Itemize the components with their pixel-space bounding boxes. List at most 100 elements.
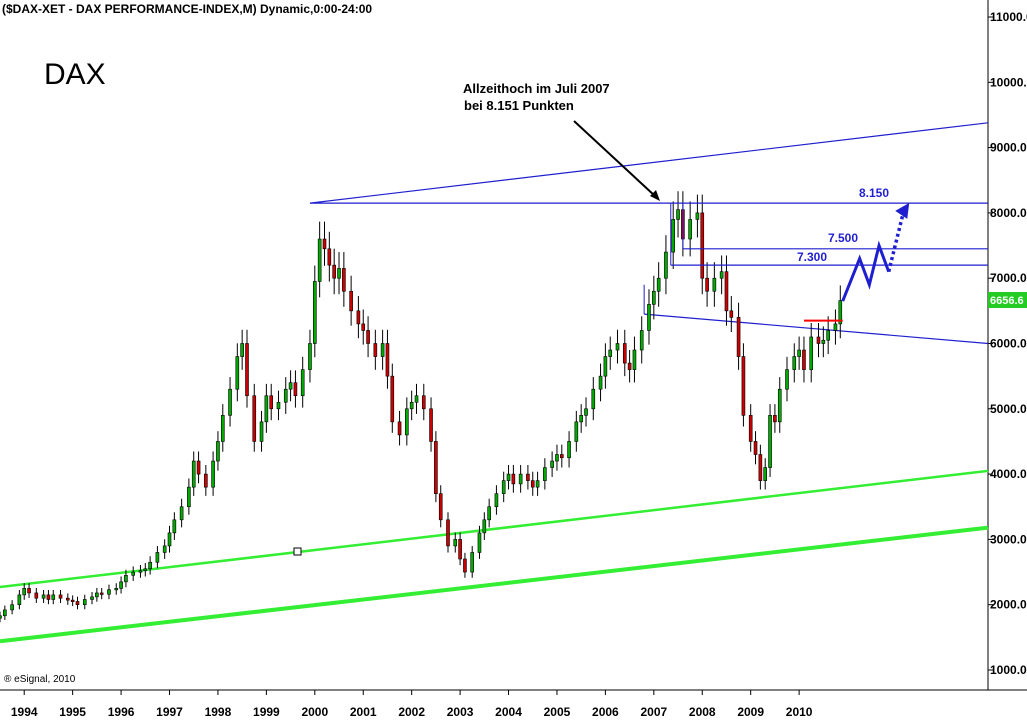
trend-lines [0, 122, 989, 644]
candle-body [797, 349, 801, 357]
candle-body [259, 421, 264, 442]
candle-body [763, 467, 768, 481]
x-axis-ticks: 1994 1995 1996 1997 1998 1999 2000 2001 2002 2003… [11, 690, 813, 719]
candle-body [240, 343, 244, 357]
candle-body [429, 408, 433, 442]
candle-body [409, 401, 414, 410]
chart-header: ($DAX-XET - DAX PERFORMANCE-INDEX,M) Dyn… [2, 2, 372, 16]
candle-body [487, 506, 491, 521]
candle-body [535, 480, 540, 488]
projection-arrow-head [895, 202, 910, 219]
candle-body [58, 594, 63, 599]
projection-dotted-arrow [887, 212, 905, 273]
candle-body [511, 473, 516, 485]
y-tick-label: 6000.00 [990, 337, 1027, 351]
candle-body [768, 415, 772, 468]
candle-body [187, 486, 191, 508]
candle-body [792, 356, 797, 370]
candle-body [438, 493, 443, 521]
level-label-7300: 7.300 [797, 250, 827, 264]
y-tick-label: 8000.00 [990, 206, 1027, 220]
candle-body [228, 388, 232, 416]
candle-body [82, 599, 87, 606]
candle-body [114, 588, 119, 591]
candle-body [22, 588, 27, 596]
candle-body [729, 310, 734, 318]
candle-body [736, 317, 741, 357]
candle-body [46, 594, 51, 600]
candle-body [95, 592, 99, 598]
x-tick-label: 2008 [689, 705, 716, 719]
y-tick-label: 2000.00 [990, 598, 1027, 612]
candle-body [526, 473, 530, 481]
candle-body [337, 268, 341, 279]
candle-body [269, 395, 274, 410]
candle-body [308, 343, 312, 370]
blue-trend-line [644, 313, 989, 345]
candle-body [753, 441, 758, 455]
candle-body [434, 441, 438, 494]
candle-body [317, 238, 322, 282]
candle-body [276, 401, 281, 410]
symbol-label: DAX [44, 58, 106, 91]
candle-body [719, 271, 724, 279]
candle-body [385, 343, 390, 377]
candles [0, 191, 843, 623]
y-tick-label: 9000.00 [990, 141, 1027, 155]
last-price-value: 6656.6 [990, 295, 1024, 307]
y-axis-ticks: 11000.00 10000.00 9000.00 8000.00 7000.00 600… [988, 10, 1027, 677]
candle-body [676, 209, 680, 220]
candle-body [748, 415, 753, 442]
candle-body [816, 336, 821, 344]
candle-body [773, 415, 777, 423]
candle-body [211, 460, 215, 488]
candle-body [591, 388, 596, 410]
candle-body [802, 349, 806, 370]
candle-body [809, 336, 814, 370]
candle-body [3, 609, 7, 617]
x-tick-label: 1995 [59, 705, 86, 719]
candle-body [349, 290, 353, 312]
y-tick-label: 1000.00 [990, 663, 1027, 677]
candle-body [688, 219, 692, 240]
candle-body [264, 395, 269, 423]
trendline-anchor-marker [293, 547, 302, 556]
candle-body [99, 592, 104, 595]
y-tick-label: 10000.00 [990, 75, 1027, 89]
candle-body [0, 615, 2, 619]
candle-body [216, 441, 220, 462]
candle-body [560, 454, 564, 459]
candle-body [501, 480, 506, 494]
candle-body [712, 277, 717, 292]
candle-body [191, 460, 196, 488]
x-tick-label: 1996 [108, 705, 135, 719]
candle-body [196, 460, 201, 475]
x-tick-label: 2005 [544, 705, 571, 719]
x-tick-label: 2001 [350, 705, 377, 719]
candle-body [622, 343, 627, 364]
candle-body [390, 375, 395, 423]
candle-body [584, 408, 588, 416]
candle-body [579, 415, 583, 423]
candle-body [470, 552, 475, 573]
candle-body [463, 558, 467, 573]
level-label-8150: 8.150 [859, 186, 889, 200]
candle-body [148, 561, 152, 570]
candle-body [124, 575, 128, 583]
candle-body [477, 532, 482, 553]
x-tick-label: 2007 [640, 705, 667, 719]
candle-body [332, 264, 336, 279]
candle-body [131, 571, 135, 576]
candle-body [155, 552, 160, 563]
candle-body [405, 408, 409, 436]
candle-body [356, 310, 361, 325]
candle-body [293, 382, 298, 397]
candle-body [421, 395, 426, 410]
x-tick-label: 2003 [447, 705, 474, 719]
price-levels [309, 202, 988, 322]
candle-body [494, 493, 499, 508]
candle-body [695, 212, 700, 220]
x-tick-label: 1998 [205, 705, 232, 719]
candle-body [608, 349, 613, 357]
